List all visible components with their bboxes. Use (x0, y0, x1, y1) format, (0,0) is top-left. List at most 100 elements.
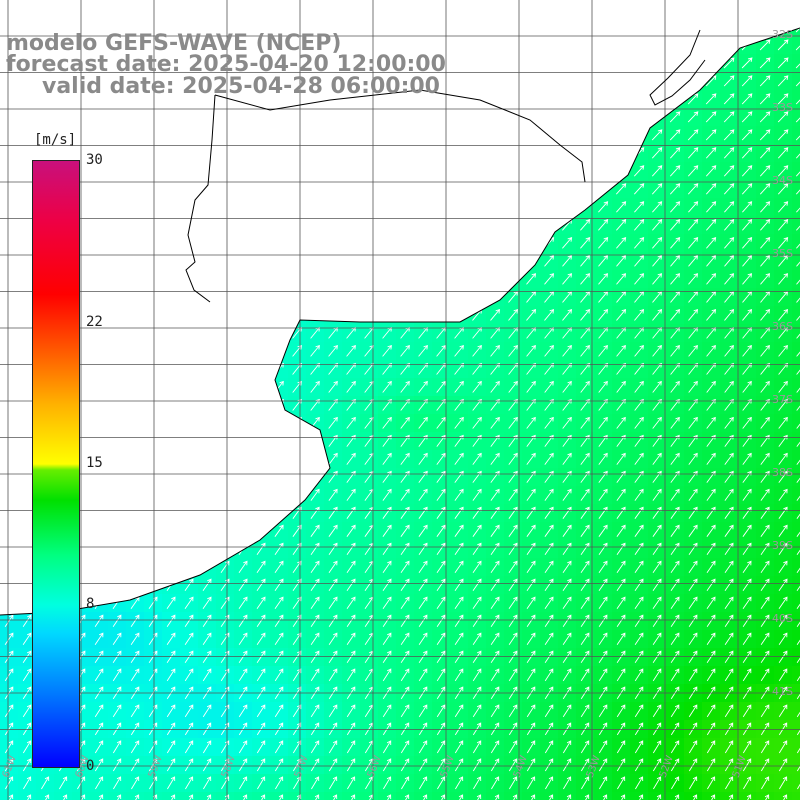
wind-arrow (634, 596, 644, 610)
wind-cell (144, 792, 162, 800)
wind-arrow (526, 614, 536, 628)
wind-arrow (760, 704, 770, 718)
wind-arrow (707, 776, 716, 790)
wind-cell (792, 270, 800, 288)
wind-arrow (202, 704, 212, 718)
wind-arrow (328, 740, 338, 754)
wind-arrow (112, 704, 122, 718)
wind-cell (18, 792, 36, 800)
wind-arrow (311, 776, 320, 790)
wind-arrow (724, 596, 734, 610)
wind-arrow (5, 776, 14, 790)
wind-arrow (508, 758, 518, 772)
wind-arrow (688, 255, 699, 267)
wind-arrow (220, 740, 230, 754)
wind-arrow (652, 650, 662, 664)
wind-arrow (634, 488, 644, 501)
wind-arrow (526, 758, 536, 772)
wind-arrow (544, 542, 554, 555)
wind-arrow (652, 722, 662, 736)
wind-arrow (598, 650, 608, 664)
wind-arrow (724, 668, 734, 682)
wind-arrow (670, 344, 680, 357)
wind-arrow (562, 452, 572, 465)
land-mass (0, 0, 800, 615)
wind-arrow (418, 560, 428, 573)
wind-arrow (202, 650, 212, 664)
wind-arrow (616, 344, 626, 357)
wind-arrow (670, 704, 680, 718)
wind-arrow (670, 614, 680, 628)
wind-arrow (22, 758, 32, 772)
wind-arrow (602, 794, 608, 800)
wind-arrow (94, 632, 104, 646)
wind-arrow (688, 380, 698, 393)
wind-arrow (256, 668, 266, 682)
wind-arrow (274, 758, 284, 772)
wind-arrow (112, 614, 122, 628)
wind-arrow (4, 632, 14, 646)
wind-cell (648, 792, 666, 800)
wind-arrow (688, 722, 698, 736)
wind-arrow (598, 237, 609, 249)
wind-arrow (508, 704, 518, 718)
wind-arrow (638, 794, 644, 800)
wind-arrow (670, 452, 680, 465)
wind-arrow (797, 783, 800, 790)
wind-arrow (742, 524, 752, 537)
model-title: modelo GEFS-WAVE (NCEP) (6, 31, 342, 56)
wind-arrow (759, 129, 771, 141)
wind-arrow (112, 650, 122, 664)
wind-arrow (296, 794, 302, 800)
wind-arrow (580, 273, 591, 285)
wind-arrow (526, 650, 536, 664)
wind-arrow (346, 506, 356, 519)
latitude-label: 38S (772, 466, 793, 479)
wind-arrow (526, 722, 536, 736)
wind-arrow (724, 219, 735, 231)
wind-arrow (670, 758, 680, 772)
wind-arrow (580, 308, 591, 321)
wind-arrow (130, 758, 140, 772)
wind-arrow (724, 740, 734, 754)
wind-arrow (436, 704, 446, 718)
wind-cell (792, 342, 800, 360)
wind-arrow (688, 273, 699, 285)
wind-arrow (544, 740, 554, 754)
wind-arrow (490, 542, 500, 555)
wind-arrow (724, 255, 735, 267)
wind-cell (36, 792, 54, 800)
wind-cell (792, 90, 800, 108)
wind-arrow (22, 614, 32, 628)
wind-arrow (508, 488, 518, 501)
wind-arrow (795, 135, 800, 141)
wind-arrow (760, 596, 770, 610)
wind-arrow (310, 488, 320, 501)
latitude-label: 37S (772, 393, 793, 406)
wind-cell (774, 792, 792, 800)
wind-arrow (544, 506, 554, 519)
wind-cell (198, 792, 216, 800)
latitude-label: 41S (772, 685, 793, 698)
wind-arrow (652, 740, 662, 754)
wind-arrow (598, 758, 608, 772)
wind-arrow (760, 740, 770, 754)
wind-arrow (544, 560, 554, 573)
wind-arrow (184, 740, 194, 754)
wind-arrow (598, 560, 608, 573)
wind-arrow (562, 614, 572, 628)
wind-arrow (526, 578, 536, 592)
wind-arrow (728, 794, 734, 800)
wind-arrow (238, 722, 248, 736)
wind-arrow (94, 650, 104, 664)
wind-arrow (778, 524, 788, 537)
wind-arrow (705, 93, 717, 105)
wind-arrow (508, 596, 518, 610)
wind-arrow (562, 255, 573, 267)
wind-arrow (310, 596, 320, 610)
wind-arrow (472, 452, 482, 465)
wind-arrow (670, 578, 680, 592)
wind-arrow (256, 542, 266, 555)
wind-cell (594, 792, 612, 800)
wind-arrow (490, 524, 500, 537)
